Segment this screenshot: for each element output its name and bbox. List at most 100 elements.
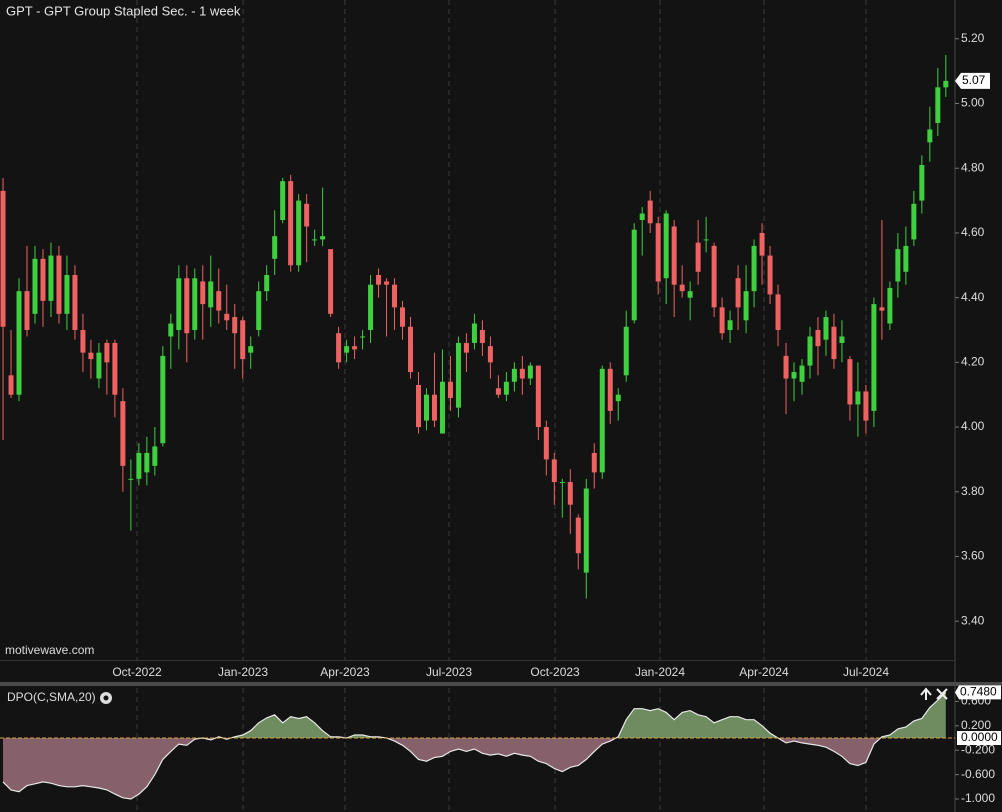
price-tag-label: 5.07 (962, 73, 986, 87)
y-tick-label: 4.80 (961, 160, 985, 174)
candle-body (152, 446, 158, 466)
candle-body (455, 342, 461, 408)
candle-body (136, 452, 142, 479)
candle-body (879, 307, 885, 311)
candle-body (823, 317, 829, 340)
candle-body (144, 452, 150, 473)
candle-body (503, 381, 509, 395)
candle-body (200, 281, 206, 305)
candle-body (112, 342, 118, 395)
candle-body (0, 190, 6, 327)
candle-body (767, 255, 773, 295)
close-icon[interactable] (936, 688, 948, 700)
candle-body (296, 200, 302, 266)
candle-body (695, 242, 701, 272)
candle-body (328, 249, 334, 314)
candle-body (16, 291, 22, 395)
candle-body (799, 365, 805, 382)
candle-body (943, 80, 949, 88)
candle-body (887, 287, 893, 324)
candle-body (168, 323, 174, 337)
candle-body (376, 275, 382, 285)
x-tick-label: Jan-2024 (635, 665, 685, 679)
chart-title: GPT - GPT Group Stapled Sec. - 1 week (6, 3, 241, 18)
candle-body (224, 313, 230, 321)
candle-body (607, 368, 613, 411)
price-tag (955, 72, 990, 89)
candle-body (72, 275, 78, 330)
settings-icon[interactable] (100, 692, 112, 704)
candle-body (479, 330, 485, 343)
candle-body (240, 320, 246, 360)
candle-body (392, 284, 398, 308)
candle-body (623, 326, 629, 376)
candle-body (352, 346, 358, 350)
candle-body (583, 488, 589, 573)
y-tick-label: -1.000 (961, 791, 995, 805)
candle-body (687, 291, 693, 298)
dpo-area-positive (3, 692, 946, 739)
y-tick-label: -0.200 (961, 742, 995, 756)
candle-body (871, 304, 877, 411)
candle-body (336, 333, 342, 363)
dpo-area-negative (3, 738, 881, 799)
candle-body (256, 291, 262, 330)
y-tick-label: 3.80 (961, 484, 985, 498)
candle-body (839, 336, 845, 343)
candle-body (759, 232, 765, 256)
candle-body (599, 368, 605, 473)
x-tick-label: Oct-2022 (112, 665, 162, 679)
candle-body (911, 203, 917, 240)
panel-separator (0, 682, 1002, 686)
candle-body (847, 359, 853, 405)
candle-body (711, 245, 717, 308)
gear-hole[interactable] (103, 695, 109, 701)
candle-body (88, 352, 94, 360)
candle-body (551, 459, 557, 483)
candle-body (40, 258, 46, 301)
candle-body (288, 181, 294, 266)
candle-body (471, 323, 477, 343)
candle-body (903, 245, 909, 272)
candle-body (631, 229, 637, 321)
zero-tag-label: 0.0000 (961, 730, 998, 744)
candle-body (927, 129, 933, 143)
y-tick-label: 3.60 (961, 549, 985, 563)
x-tick-label: Apr-2023 (320, 665, 370, 679)
x-tick-label: Apr-2024 (739, 665, 789, 679)
candle-body (24, 291, 30, 330)
candle-body (208, 281, 214, 308)
x-tick-label: Jul-2023 (426, 665, 472, 679)
candle-body (96, 352, 102, 379)
indicator-label: DPO(C,SMA,20) (7, 690, 96, 704)
candle-body (272, 236, 278, 259)
x-tick-label: Jul-2024 (843, 665, 889, 679)
candle-body (735, 278, 741, 308)
candle-body (495, 388, 501, 395)
candle-body (663, 213, 669, 279)
candle-body (128, 478, 134, 480)
candle-body (791, 372, 797, 379)
candle-body (384, 281, 390, 285)
candle-body (447, 381, 453, 398)
candle-body (104, 342, 110, 363)
candle-body (703, 239, 709, 241)
candle-body (639, 213, 645, 220)
candle-body (80, 330, 86, 353)
candle-body (783, 355, 789, 379)
y-tick-label: 4.00 (961, 419, 985, 433)
candle-body (895, 249, 901, 282)
candle-body (264, 275, 270, 292)
candle-body (727, 320, 733, 330)
candle-body (559, 482, 565, 484)
y-tick-label: 5.00 (961, 96, 985, 110)
candle-body (184, 278, 190, 334)
candle-body (863, 391, 869, 421)
candle-body (48, 255, 54, 301)
candle-body (919, 165, 925, 201)
candle-body (423, 394, 429, 421)
maximize-icon[interactable] (920, 687, 932, 700)
candle-body (679, 284, 685, 292)
candle-body (160, 355, 166, 444)
